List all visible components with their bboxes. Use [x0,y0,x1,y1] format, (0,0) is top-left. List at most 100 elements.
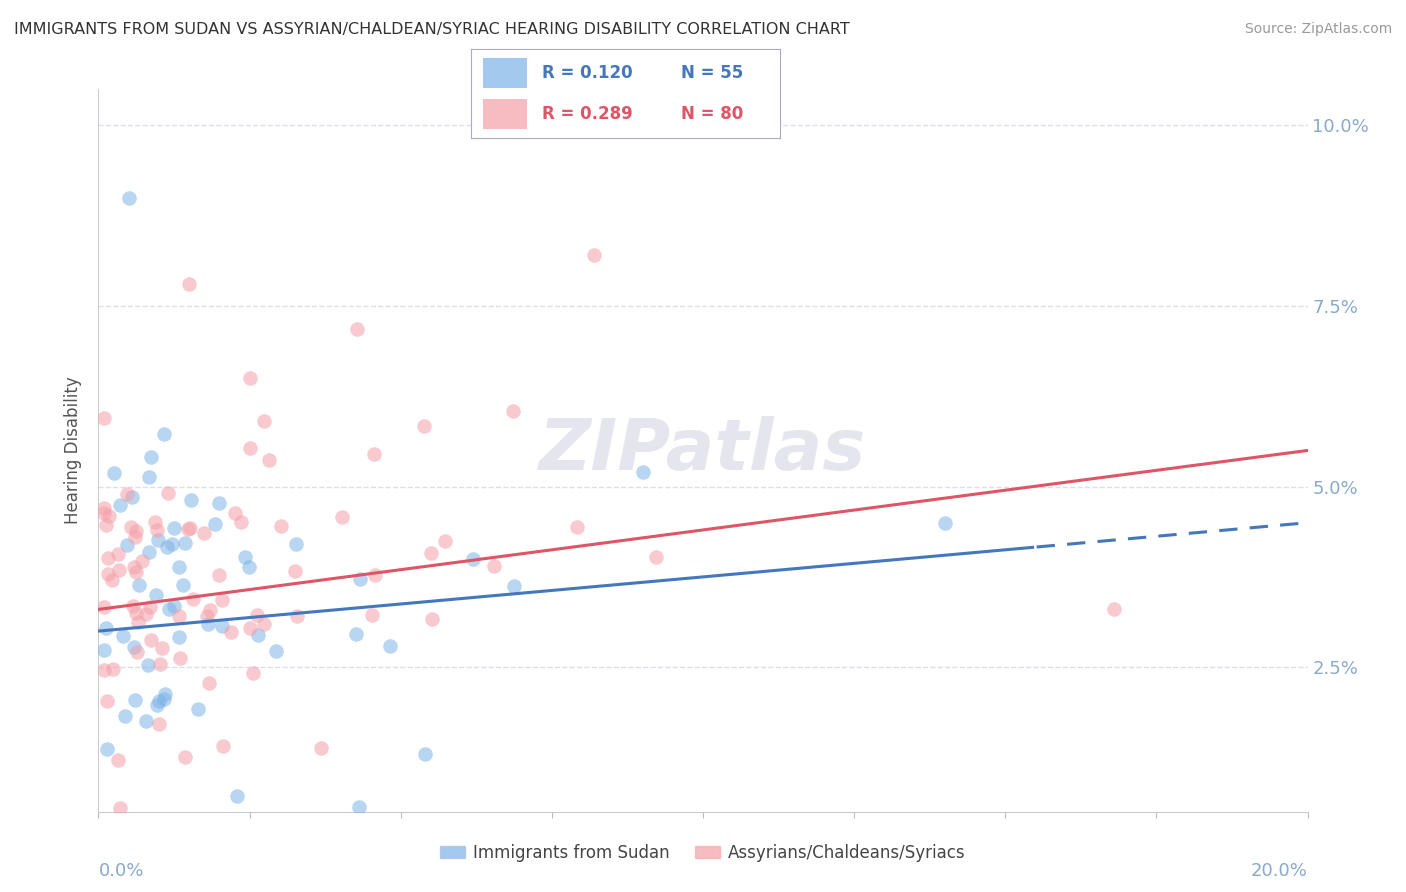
Point [112,629,135,643]
Point [153,427,176,442]
Point [96,694,118,708]
Point [96,517,118,532]
Point [139,633,162,648]
Point [125,565,148,579]
Point [229,515,252,529]
Point [484,558,506,573]
Point [124,530,146,544]
Point [172,577,194,591]
Point [148,716,170,731]
Point [344,626,367,640]
Point [239,371,262,385]
Point [212,739,235,753]
Point [346,322,368,336]
Point [235,549,257,564]
Point [413,747,436,761]
Point [219,625,242,640]
Point [93,506,115,520]
Point [361,607,384,622]
Point [107,547,129,561]
Point [169,650,191,665]
Point [363,447,385,461]
Point [181,592,204,607]
Point [114,708,136,723]
Point [93,663,115,677]
Text: R = 0.289: R = 0.289 [543,105,633,123]
Point [412,419,434,434]
Point [145,588,167,602]
Text: IMMIGRANTS FROM SUDAN VS ASSYRIAN/CHALDEAN/SYRIAC HEARING DISABILITY CORRELATION: IMMIGRANTS FROM SUDAN VS ASSYRIAN/CHALDE… [14,22,849,37]
Point [153,691,176,706]
Point [349,800,371,814]
Point [253,617,276,632]
Point [239,441,262,455]
Point [149,657,172,671]
Point [200,603,222,617]
Point [645,549,668,564]
Point [211,593,233,607]
Point [138,600,160,615]
Point [420,612,443,626]
Point [138,545,160,559]
Point [139,450,162,464]
Point [270,518,292,533]
Point [246,628,269,642]
Text: Source: ZipAtlas.com: Source: ZipAtlas.com [1244,22,1392,37]
Point [163,521,186,535]
Point [167,559,190,574]
Point [264,644,287,658]
Point [108,498,131,512]
Point [565,520,588,534]
Point [285,608,308,623]
Point [125,524,148,539]
Point [160,537,183,551]
Point [125,607,148,621]
Point [242,666,264,681]
Point [115,538,138,552]
Point [211,619,233,633]
Point [174,535,197,549]
Text: N = 80: N = 80 [682,105,744,123]
Point [433,533,456,548]
Point [225,789,247,804]
Point [93,410,115,425]
Point [502,579,524,593]
Point [364,568,387,582]
Point [93,643,115,657]
Point [122,640,145,654]
Point [156,486,179,500]
Point [135,607,157,621]
Point [934,516,956,530]
Point [156,540,179,554]
Point [155,687,177,701]
Point [121,491,143,505]
Point [143,516,166,530]
Point [103,467,125,481]
Point [148,694,170,708]
Point [167,609,190,624]
Point [179,277,201,292]
Point [631,465,654,479]
Point [93,600,115,615]
Point [378,639,401,653]
Point [197,616,219,631]
Point [179,520,201,534]
Point [198,675,221,690]
Text: ZIPatlas: ZIPatlas [540,416,866,485]
Point [131,554,153,568]
Point [124,560,146,574]
Point [502,404,524,418]
Point [97,567,120,582]
Point [1102,602,1125,616]
Point [583,248,606,262]
Point [174,749,197,764]
Point [157,601,180,615]
Point [330,509,353,524]
Point [208,496,231,510]
Point [118,191,141,205]
Text: 20.0%: 20.0% [1251,863,1308,880]
Point [284,564,307,578]
Text: R = 0.120: R = 0.120 [543,64,633,82]
Text: 0.0%: 0.0% [98,863,143,880]
Text: N = 55: N = 55 [682,64,744,82]
